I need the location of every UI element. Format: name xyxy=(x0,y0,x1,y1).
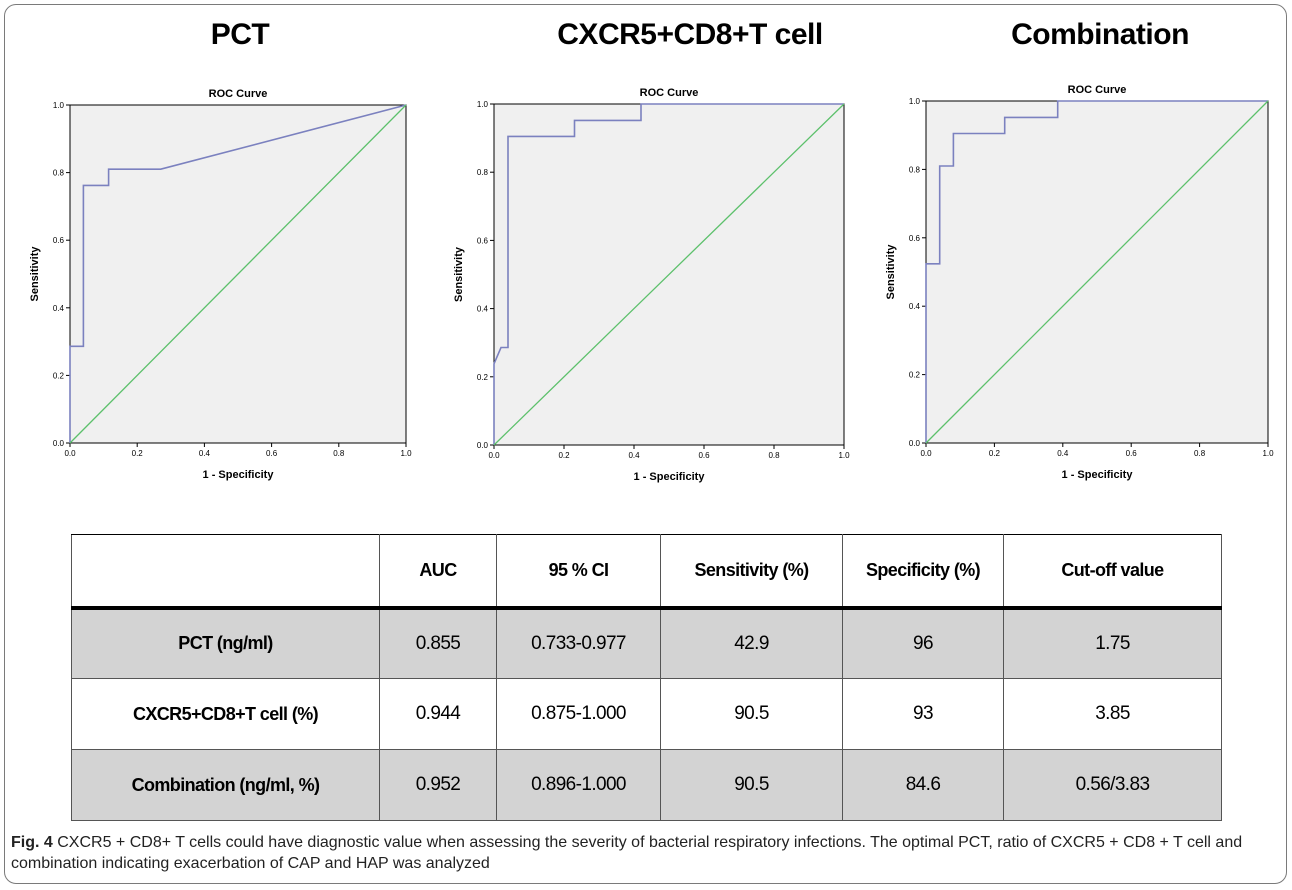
y-tick-label: 0.8 xyxy=(909,165,921,174)
header-empty xyxy=(71,534,380,610)
y-axis-label: Sensitivity xyxy=(453,246,465,302)
caption-text: CXCR5 + CD8+ T cells could have diagnost… xyxy=(11,834,1243,872)
reference-line xyxy=(925,100,1269,444)
cell-auc: 0.855 xyxy=(379,607,497,679)
x-tick-label: 0.0 xyxy=(920,449,932,458)
x-tick-label: 0.8 xyxy=(768,451,780,460)
roc-curve-line xyxy=(69,104,407,443)
cell-ci: 0.896-1.000 xyxy=(496,749,661,821)
y-tick-label: 0.6 xyxy=(53,236,65,245)
x-axis-label: 1 - Specificity xyxy=(203,469,275,481)
x-tick-label: 1.0 xyxy=(838,451,850,460)
cell-auc: 0.952 xyxy=(379,749,497,821)
cell-specificity: 96 xyxy=(842,607,1004,679)
panel-title-cxcr5: CXCR5+CD8+T cell xyxy=(557,18,823,51)
x-tick-label: 0.4 xyxy=(1057,449,1069,458)
roc-curve-line xyxy=(925,100,1268,443)
figure-caption: Fig. 4 CXCR5 + CD8+ T cells could have d… xyxy=(11,832,1281,874)
y-tick-label: 1.0 xyxy=(53,101,65,110)
row-label: PCT (ng/ml) xyxy=(71,607,380,679)
x-tick-label: 1.0 xyxy=(1262,449,1274,458)
chart-title: ROC Curve xyxy=(209,88,268,100)
x-tick-label: 1.0 xyxy=(400,449,412,458)
header-sensitivity: Sensitivity (%) xyxy=(660,534,843,610)
x-tick-label: 0.2 xyxy=(558,451,570,460)
table-row-pct: PCT (ng/ml) 0.855 0.733-0.977 42.9 96 1.… xyxy=(71,607,1222,679)
reference-line xyxy=(69,104,407,444)
cell-specificity: 84.6 xyxy=(842,749,1004,821)
header-auc: AUC xyxy=(379,534,497,610)
y-tick-label: 0.2 xyxy=(909,371,921,380)
roc-results-table: AUC 95 % CI Sensitivity (%) Specificity … xyxy=(71,534,1222,821)
table-row-combination: Combination (ng/ml, %) 0.952 0.896-1.000… xyxy=(71,749,1222,821)
y-tick-label: 0.2 xyxy=(477,373,489,382)
y-axis-label: Sensitivity xyxy=(29,246,41,302)
roc-chart-pct: ROC Curve 0.00.0 0.2 0.2 0.4 0.4 0.6 0.6 0.8 0.8 1… xyxy=(29,88,412,481)
chart-title: ROC Curve xyxy=(1068,84,1127,96)
y-tick-label: 0.6 xyxy=(909,234,921,243)
x-tick-label: 0.2 xyxy=(132,449,144,458)
y-tick-label: 1.0 xyxy=(909,97,921,106)
x-tick-label: 0.8 xyxy=(1194,449,1206,458)
cell-cutoff: 1.75 xyxy=(1003,607,1222,679)
roc-chart-combination: ROC Curve 0.00.0 0.2 0.2 0.4 0.4 0.6 0.6 0.8 0.8 1… xyxy=(885,84,1274,481)
y-tick-label: 1.0 xyxy=(477,100,489,109)
x-tick-label: 0.6 xyxy=(1126,449,1138,458)
cell-specificity: 93 xyxy=(842,678,1004,750)
x-tick-label: 0.0 xyxy=(488,451,500,460)
y-axis-label: Sensitivity xyxy=(885,244,897,300)
roc-curve-line xyxy=(493,103,844,445)
y-tick-label: 0.0 xyxy=(53,439,65,448)
row-label: Combination (ng/ml, %) xyxy=(71,749,380,821)
header-ci: 95 % CI xyxy=(496,534,661,610)
reference-line xyxy=(493,103,845,446)
header-cutoff: Cut-off value xyxy=(1003,534,1222,610)
cell-auc: 0.944 xyxy=(379,678,497,750)
table-header-row: AUC 95 % CI Sensitivity (%) Specificity … xyxy=(71,534,1222,610)
y-tick-label: 0.6 xyxy=(477,236,489,245)
cell-sensitivity: 90.5 xyxy=(660,678,843,750)
x-tick-label: 0.4 xyxy=(199,449,211,458)
x-axis-label: 1 - Specificity xyxy=(1062,469,1134,481)
y-tick-label: 0.8 xyxy=(477,168,489,177)
y-tick-label: 0.4 xyxy=(53,304,65,313)
y-tick-label: 0.8 xyxy=(53,169,65,178)
y-tick-label: 0.4 xyxy=(909,302,921,311)
cell-sensitivity: 42.9 xyxy=(660,607,843,679)
cell-sensitivity: 90.5 xyxy=(660,749,843,821)
panel-title-combination: Combination xyxy=(1011,18,1189,51)
x-tick-label: 0.0 xyxy=(64,449,76,458)
cell-cutoff: 0.56/3.83 xyxy=(1003,749,1222,821)
cell-ci: 0.875-1.000 xyxy=(496,678,661,750)
table-row-cxcr5: CXCR5+CD8+T cell (%) 0.944 0.875-1.000 9… xyxy=(71,678,1222,750)
row-label: CXCR5+CD8+T cell (%) xyxy=(71,678,380,750)
panel-title-pct: PCT xyxy=(210,18,270,51)
x-tick-label: 0.2 xyxy=(989,449,1001,458)
cell-ci: 0.733-0.977 xyxy=(496,607,661,679)
y-tick-label: 0.0 xyxy=(909,439,921,448)
cell-cutoff: 3.85 xyxy=(1003,678,1222,750)
y-tick-label: 0.0 xyxy=(477,441,489,450)
x-tick-label: 0.6 xyxy=(266,449,278,458)
x-tick-label: 0.6 xyxy=(698,451,710,460)
header-specificity: Specificity (%) xyxy=(842,534,1004,610)
x-axis-label: 1 - Specificity xyxy=(634,471,706,483)
caption-label: Fig. 4 xyxy=(11,834,53,851)
chart-title: ROC Curve xyxy=(640,87,699,99)
y-tick-label: 0.4 xyxy=(477,305,489,314)
y-tick-label: 0.2 xyxy=(53,371,65,380)
x-tick-label: 0.4 xyxy=(628,451,640,460)
x-tick-label: 0.8 xyxy=(333,449,345,458)
roc-chart-cxcr5: ROC Curve 0.00.0 0.2 0.2 0.4 0.4 0.6 0.6 0.8 0.8 1… xyxy=(453,87,850,483)
